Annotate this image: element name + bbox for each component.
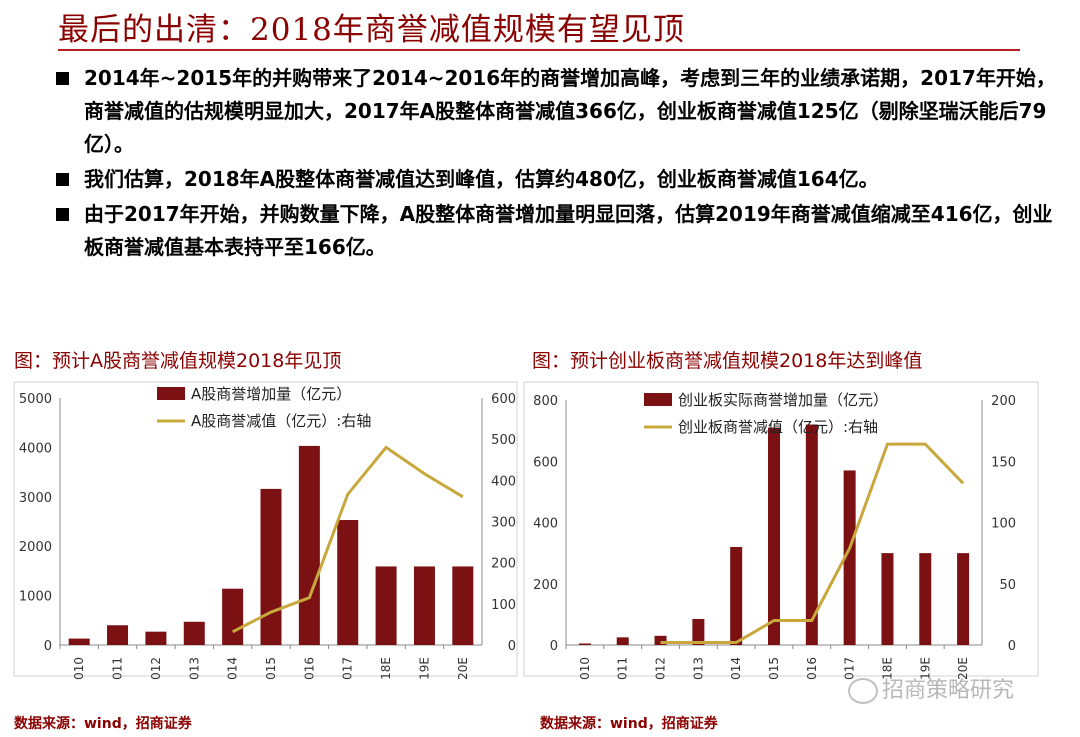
left-axis-tick-label: 0 — [550, 639, 558, 654]
bar-2011 — [616, 637, 629, 645]
bar-2010 — [578, 643, 591, 645]
left-axis-tick-label: 0 — [44, 639, 52, 654]
legend-bar-label: 创业板实际商誉增加量（亿元） — [678, 391, 888, 409]
right-axis-tick-label: 150 — [991, 455, 1016, 470]
left-axis-tick-label: 800 — [533, 394, 558, 409]
bar-2012 — [654, 635, 667, 645]
bar-2013 — [183, 621, 205, 645]
chart-frame — [523, 381, 1039, 677]
bullet-item: 由于2017年开始，并购数量下降，A股整体商誉增加量明显回落，估算2019年商誉… — [50, 198, 1070, 264]
x-axis-tick-label: 2012 — [149, 657, 163, 680]
left-axis-tick-label: 4000 — [19, 441, 52, 456]
bar-2013 — [692, 618, 705, 645]
watermark-text: 招商策略研究 — [882, 678, 1015, 703]
x-axis-tick-label: 2013 — [691, 657, 705, 680]
legend-bar-swatch — [157, 387, 185, 400]
bar-2015 — [768, 427, 780, 645]
x-axis-tick-label: 2018E — [880, 657, 894, 680]
bullet-square-icon — [56, 173, 69, 186]
left-axis-tick-label: 2000 — [19, 540, 52, 555]
left-axis-tick-label: 400 — [533, 517, 558, 532]
legend-line-label: A股商誉减值（亿元）:右轴 — [191, 412, 371, 430]
x-axis-tick-label: 2015 — [767, 657, 781, 680]
left-axis-tick-label: 600 — [533, 455, 558, 470]
bullet-item: 2014年~2015年的并购带来了2014~2016年的商誉增加高峰，考虑到三年… — [50, 62, 1070, 161]
x-axis-tick-label: 2015 — [264, 657, 278, 680]
x-axis-tick-label: 2019E — [417, 657, 431, 680]
right-axis-tick-label: 200 — [991, 394, 1016, 409]
bullet-text: 我们估算，2018年A股整体商誉减值达到峰值，估算约480亿，创业板商誉减值16… — [84, 167, 879, 191]
right-axis-tick-label: 200 — [491, 557, 516, 572]
bar-2019E — [919, 553, 932, 645]
legend-line-label: 创业板商誉减值（亿元）:右轴 — [678, 418, 878, 436]
right-axis-tick-label: 300 — [491, 516, 516, 531]
bullet-square-icon — [56, 208, 69, 221]
x-axis-tick-label: 2020E — [956, 657, 970, 680]
bar-2014 — [222, 588, 244, 645]
x-axis-tick-label: 2011 — [616, 657, 630, 680]
x-axis-tick-label: 2017 — [843, 657, 857, 680]
x-axis-tick-label: 2010 — [578, 657, 592, 680]
x-axis-tick-label: 2016 — [302, 657, 316, 680]
bullet-item: 我们估算，2018年A股整体商誉减值达到峰值，估算约480亿，创业板商誉减值16… — [50, 163, 1070, 196]
chart-source-a-share: 数据来源：wind，招商证券 — [14, 716, 192, 732]
chart-title-chinext: 图：预计创业板商誉减值规模2018年达到峰值 — [532, 350, 923, 372]
x-axis-tick-label: 2011 — [111, 657, 125, 680]
x-axis-tick-label: 2014 — [226, 657, 240, 680]
right-axis-tick-label: 400 — [491, 474, 516, 489]
left-axis-tick-label: 5000 — [19, 392, 52, 407]
x-axis-tick-label: 2020E — [456, 657, 470, 680]
bar-2016 — [805, 424, 818, 645]
right-axis-tick-label: 0 — [1008, 639, 1016, 654]
right-axis-tick-label: 0 — [508, 639, 516, 654]
bullet-text: 2014年~2015年的并购带来了2014~2016年的商誉增加高峰，考虑到三年… — [84, 66, 1056, 156]
bar-2017 — [337, 520, 359, 645]
bar-2011 — [107, 625, 129, 645]
bar-2015 — [260, 488, 282, 645]
chart-title-a-share: 图：预计A股商誉减值规模2018年见顶 — [14, 350, 342, 372]
x-axis-tick-label: 2016 — [805, 657, 819, 680]
bar-2010 — [68, 638, 90, 645]
bar-2020E — [452, 566, 474, 645]
right-axis-tick-label: 50 — [999, 578, 1016, 593]
right-axis-tick-label: 600 — [491, 392, 516, 407]
bar-2017 — [843, 470, 856, 645]
x-axis-tick-label: 2018E — [379, 657, 393, 680]
bar-2018E — [375, 566, 397, 645]
bar-2016 — [298, 445, 320, 645]
x-axis-tick-label: 2019E — [918, 657, 932, 680]
left-axis-tick-label: 3000 — [19, 491, 52, 506]
bar-2012 — [145, 631, 167, 645]
bar-2014 — [730, 547, 743, 645]
x-axis-tick-label: 2013 — [187, 657, 201, 680]
wechat-icon — [848, 678, 878, 704]
bullet-list: 2014年~2015年的并购带来了2014~2016年的商誉增加高峰，考虑到三年… — [50, 62, 1070, 266]
legend-bar-label: A股商誉增加量（亿元） — [191, 385, 351, 403]
chart-frame — [13, 381, 518, 677]
right-axis-tick-label: 100 — [491, 598, 516, 613]
bullet-text: 由于2017年开始，并购数量下降，A股整体商誉增加量明显回落，估算2019年商誉… — [84, 202, 1053, 259]
x-axis-tick-label: 2017 — [341, 657, 355, 680]
right-axis-tick-label: 500 — [491, 433, 516, 448]
chinext-goodwill-chart: 0 200 400 600 800 0 50 100 150 200 2010 2011 2012 201… — [523, 381, 1039, 680]
bullet-square-icon — [56, 72, 69, 85]
right-axis-tick-label: 100 — [991, 517, 1016, 532]
left-axis-tick-label: 1000 — [19, 590, 52, 605]
legend-bar-swatch — [644, 393, 672, 406]
watermark: 招商策略研究 — [848, 672, 1014, 704]
impairment-line — [231, 445, 464, 634]
impairment-line — [660, 442, 965, 645]
title-divider — [58, 49, 1020, 51]
x-axis-tick-label: 2014 — [729, 657, 743, 680]
bar-2019E — [413, 566, 435, 645]
bar-2018E — [881, 553, 894, 645]
chart-source-chinext: 数据来源：wind，招商证券 — [540, 716, 718, 732]
a-share-goodwill-chart: 0 1000 2000 3000 4000 5000 0 100 200 300 400 500 600… — [13, 381, 518, 680]
page-title: 最后的出清：2018年商誉减值规模有望见顶 — [58, 12, 685, 48]
bar-2020E — [957, 553, 970, 645]
left-axis-tick-label: 200 — [533, 578, 558, 593]
x-axis-tick-label: 2012 — [654, 657, 668, 680]
x-axis-tick-label: 2010 — [72, 657, 86, 680]
